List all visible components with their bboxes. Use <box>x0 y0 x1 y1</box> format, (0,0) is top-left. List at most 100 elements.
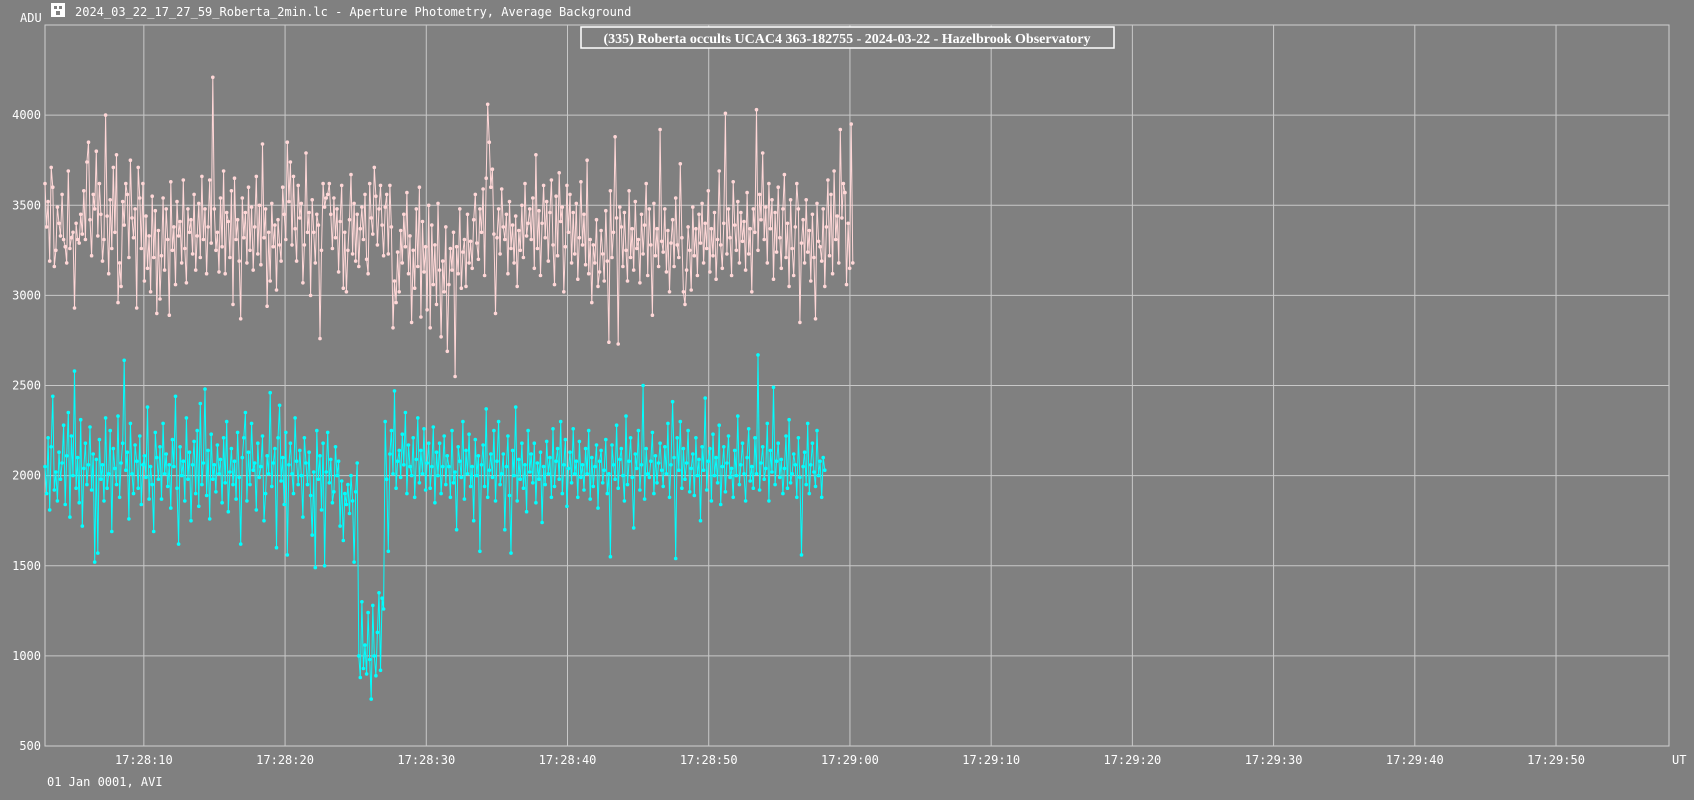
data-point <box>223 271 227 276</box>
data-point <box>153 208 158 213</box>
data-point <box>659 468 664 473</box>
data-point <box>148 290 153 294</box>
data-point <box>310 198 315 202</box>
data-point <box>670 217 675 222</box>
data-point <box>262 235 266 240</box>
data-point <box>471 518 476 523</box>
data-point <box>364 257 369 262</box>
data-point <box>737 261 742 265</box>
data-point <box>823 284 827 289</box>
data-point <box>190 463 195 467</box>
data-point <box>751 207 756 211</box>
data-point <box>809 279 813 283</box>
data-point <box>653 253 658 258</box>
data-point <box>636 237 641 242</box>
data-point <box>664 270 669 274</box>
data-point <box>224 210 229 215</box>
data-point <box>627 189 631 193</box>
data-point <box>321 441 325 446</box>
data-point <box>145 405 150 409</box>
data-point <box>484 407 489 411</box>
data-point <box>583 446 588 451</box>
data-point <box>433 500 437 505</box>
data-point <box>125 450 130 455</box>
x-tick-label: 17:28:50 <box>680 753 738 767</box>
data-point <box>509 246 513 251</box>
data-point <box>610 443 614 447</box>
x-tick-label: 17:29:30 <box>1245 753 1303 767</box>
data-point <box>493 499 498 503</box>
data-point <box>434 450 439 455</box>
data-point <box>503 237 507 242</box>
data-point <box>697 457 701 462</box>
data-point <box>86 463 91 467</box>
data-point <box>732 223 737 227</box>
data-point <box>388 452 392 456</box>
data-point <box>192 192 196 197</box>
data-point <box>361 237 366 242</box>
data-point <box>823 468 827 473</box>
data-point <box>335 207 339 211</box>
data-point <box>799 241 804 245</box>
data-point <box>321 181 325 186</box>
data-point <box>762 477 766 482</box>
data-point <box>64 454 69 458</box>
data-point <box>248 482 252 487</box>
data-point <box>357 264 361 269</box>
data-point <box>43 181 47 186</box>
x-tick-label: 17:29:10 <box>962 753 1020 767</box>
data-point <box>145 266 150 271</box>
data-point <box>756 353 760 357</box>
data-point <box>273 446 277 451</box>
data-point <box>397 290 402 294</box>
data-point <box>374 194 378 198</box>
data-point <box>106 271 111 276</box>
data-point <box>753 436 757 440</box>
app-logo-icon[interactable] <box>51 3 65 17</box>
data-point <box>134 306 139 310</box>
data-point <box>549 495 554 500</box>
data-point <box>131 235 136 240</box>
data-point <box>613 135 617 139</box>
data-point <box>703 396 707 400</box>
data-point <box>597 270 602 274</box>
data-point <box>437 268 442 272</box>
data-point <box>383 205 388 209</box>
data-point <box>78 417 83 422</box>
data-point <box>287 199 291 204</box>
data-point <box>72 369 77 373</box>
x-tick-label: 17:29:50 <box>1527 753 1585 767</box>
data-point <box>479 230 484 235</box>
data-point <box>562 290 566 294</box>
data-point <box>781 207 785 211</box>
data-point <box>301 281 305 285</box>
series-layer <box>43 75 855 701</box>
data-point <box>178 445 182 449</box>
data-point <box>226 219 231 224</box>
data-point <box>538 450 543 455</box>
data-point <box>158 297 162 301</box>
data-point <box>773 482 777 487</box>
data-point <box>723 111 728 116</box>
data-point <box>437 441 442 446</box>
x-tick-label: 17:28:20 <box>256 753 314 767</box>
data-point <box>83 441 88 446</box>
data-point <box>294 259 299 263</box>
data-point <box>329 457 333 462</box>
data-point <box>130 472 134 476</box>
x-tick-labels: 17:28:10 17:28:20 17:28:30 17:28:40 17:28:50… <box>115 753 1585 767</box>
data-point <box>683 477 687 482</box>
data-point <box>534 500 538 505</box>
data-point <box>849 122 853 126</box>
data-point <box>689 466 693 471</box>
data-point <box>91 452 95 456</box>
data-point <box>411 436 416 440</box>
data-point <box>287 463 291 467</box>
data-point <box>262 518 266 523</box>
data-point <box>412 286 417 291</box>
data-point <box>518 248 523 253</box>
data-point <box>510 448 515 453</box>
data-point <box>405 491 409 496</box>
data-point <box>649 243 653 247</box>
data-point <box>189 217 193 222</box>
